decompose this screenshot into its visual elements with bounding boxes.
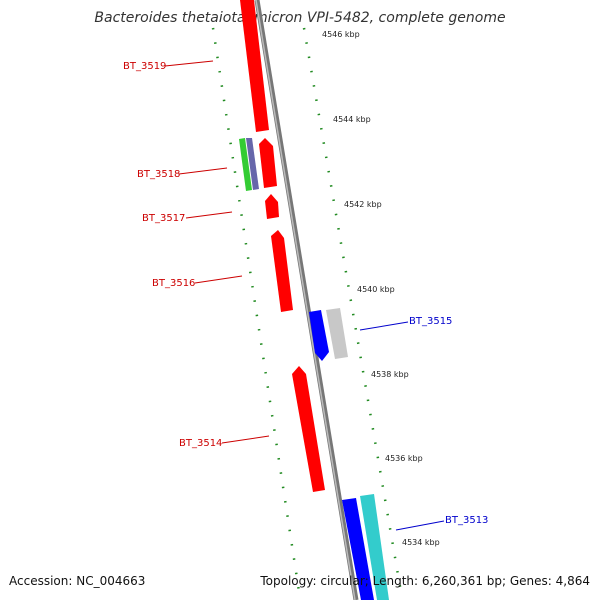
map-title: Bacteroides thetaiotaomicron VPI-5482, c… [94, 10, 506, 26]
leader-line [164, 60, 214, 67]
tick-label: 4544 kbp [333, 115, 371, 124]
tick-label: 4536 kbp [385, 454, 423, 463]
gene-bt3514[interactable] [292, 366, 325, 492]
leader-line [221, 435, 270, 444]
genome-backbone [254, 0, 359, 600]
gene-label-bt3518[interactable]: BT_3518 [137, 169, 180, 180]
tick-label: 4538 kbp [371, 370, 409, 379]
gene-label-bt3514[interactable]: BT_3514 [179, 438, 222, 449]
leader-line [178, 167, 228, 175]
feature-purple [246, 138, 259, 190]
gene-bt3516[interactable] [271, 230, 293, 312]
feature-grey [326, 308, 348, 359]
gene-bt3517[interactable] [265, 194, 279, 219]
leader-line [185, 211, 233, 219]
gene-bt3519[interactable] [240, 0, 269, 132]
gene-bt3513[interactable] [342, 498, 374, 600]
accession-text: Accession: NC_004663 [9, 574, 146, 588]
leader-line [359, 321, 409, 331]
topology-text: Topology: circular; Length: 6,260,361 bp… [260, 574, 590, 588]
tick-label: 4534 kbp [402, 538, 440, 547]
feature-green [239, 138, 252, 191]
gene-bt3518[interactable] [259, 138, 277, 188]
gene-label-bt3519[interactable]: BT_3519 [123, 61, 166, 72]
feature-cyan [360, 494, 389, 600]
gene-label-bt3516[interactable]: BT_3516 [152, 278, 195, 289]
gene-label-bt3515[interactable]: BT_3515 [409, 316, 452, 327]
gene-label-bt3513[interactable]: BT_3513 [445, 515, 488, 526]
tick-label: 4546 kbp [322, 30, 360, 39]
tick-label: 4540 kbp [357, 285, 395, 294]
genome-backbone-highlight [255, 0, 356, 600]
gene-bt3515[interactable] [309, 310, 329, 361]
leader-line [395, 520, 445, 531]
leader-line [194, 275, 243, 284]
gene-label-bt3517[interactable]: BT_3517 [142, 213, 185, 224]
tick-label: 4542 kbp [344, 200, 382, 209]
